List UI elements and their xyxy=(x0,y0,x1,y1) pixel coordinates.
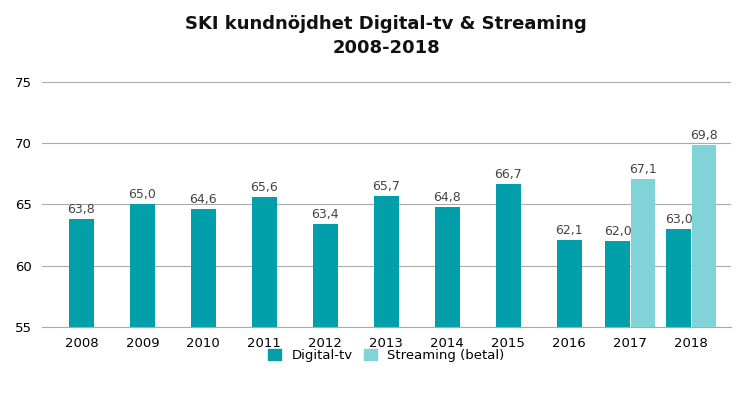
Text: 62,1: 62,1 xyxy=(556,224,583,237)
Text: 66,7: 66,7 xyxy=(495,168,522,181)
Bar xyxy=(605,241,630,327)
Bar xyxy=(557,240,582,327)
Text: 65,7: 65,7 xyxy=(372,180,401,193)
Bar xyxy=(130,204,154,327)
Bar xyxy=(69,219,93,327)
Text: 63,8: 63,8 xyxy=(67,203,95,216)
Bar xyxy=(313,224,337,327)
Text: 67,1: 67,1 xyxy=(630,163,657,176)
Legend: Digital-tv, Streaming (betal): Digital-tv, Streaming (betal) xyxy=(263,344,510,367)
Bar xyxy=(631,178,656,327)
Text: 63,4: 63,4 xyxy=(312,208,339,221)
Bar xyxy=(692,145,716,327)
Text: 62,0: 62,0 xyxy=(604,225,631,238)
Text: 64,8: 64,8 xyxy=(433,191,461,204)
Bar xyxy=(666,229,691,327)
Bar xyxy=(374,196,398,327)
Bar xyxy=(496,184,521,327)
Text: 63,0: 63,0 xyxy=(665,213,692,226)
Text: 64,6: 64,6 xyxy=(189,193,217,206)
Text: 69,8: 69,8 xyxy=(690,129,718,142)
Bar xyxy=(252,197,277,327)
Bar xyxy=(191,210,216,327)
Text: 65,6: 65,6 xyxy=(251,181,278,194)
Text: 65,0: 65,0 xyxy=(128,189,157,202)
Bar xyxy=(435,207,460,327)
Title: SKI kundnöjdhet Digital-tv & Streaming
2008-2018: SKI kundnöjdhet Digital-tv & Streaming 2… xyxy=(186,15,587,57)
